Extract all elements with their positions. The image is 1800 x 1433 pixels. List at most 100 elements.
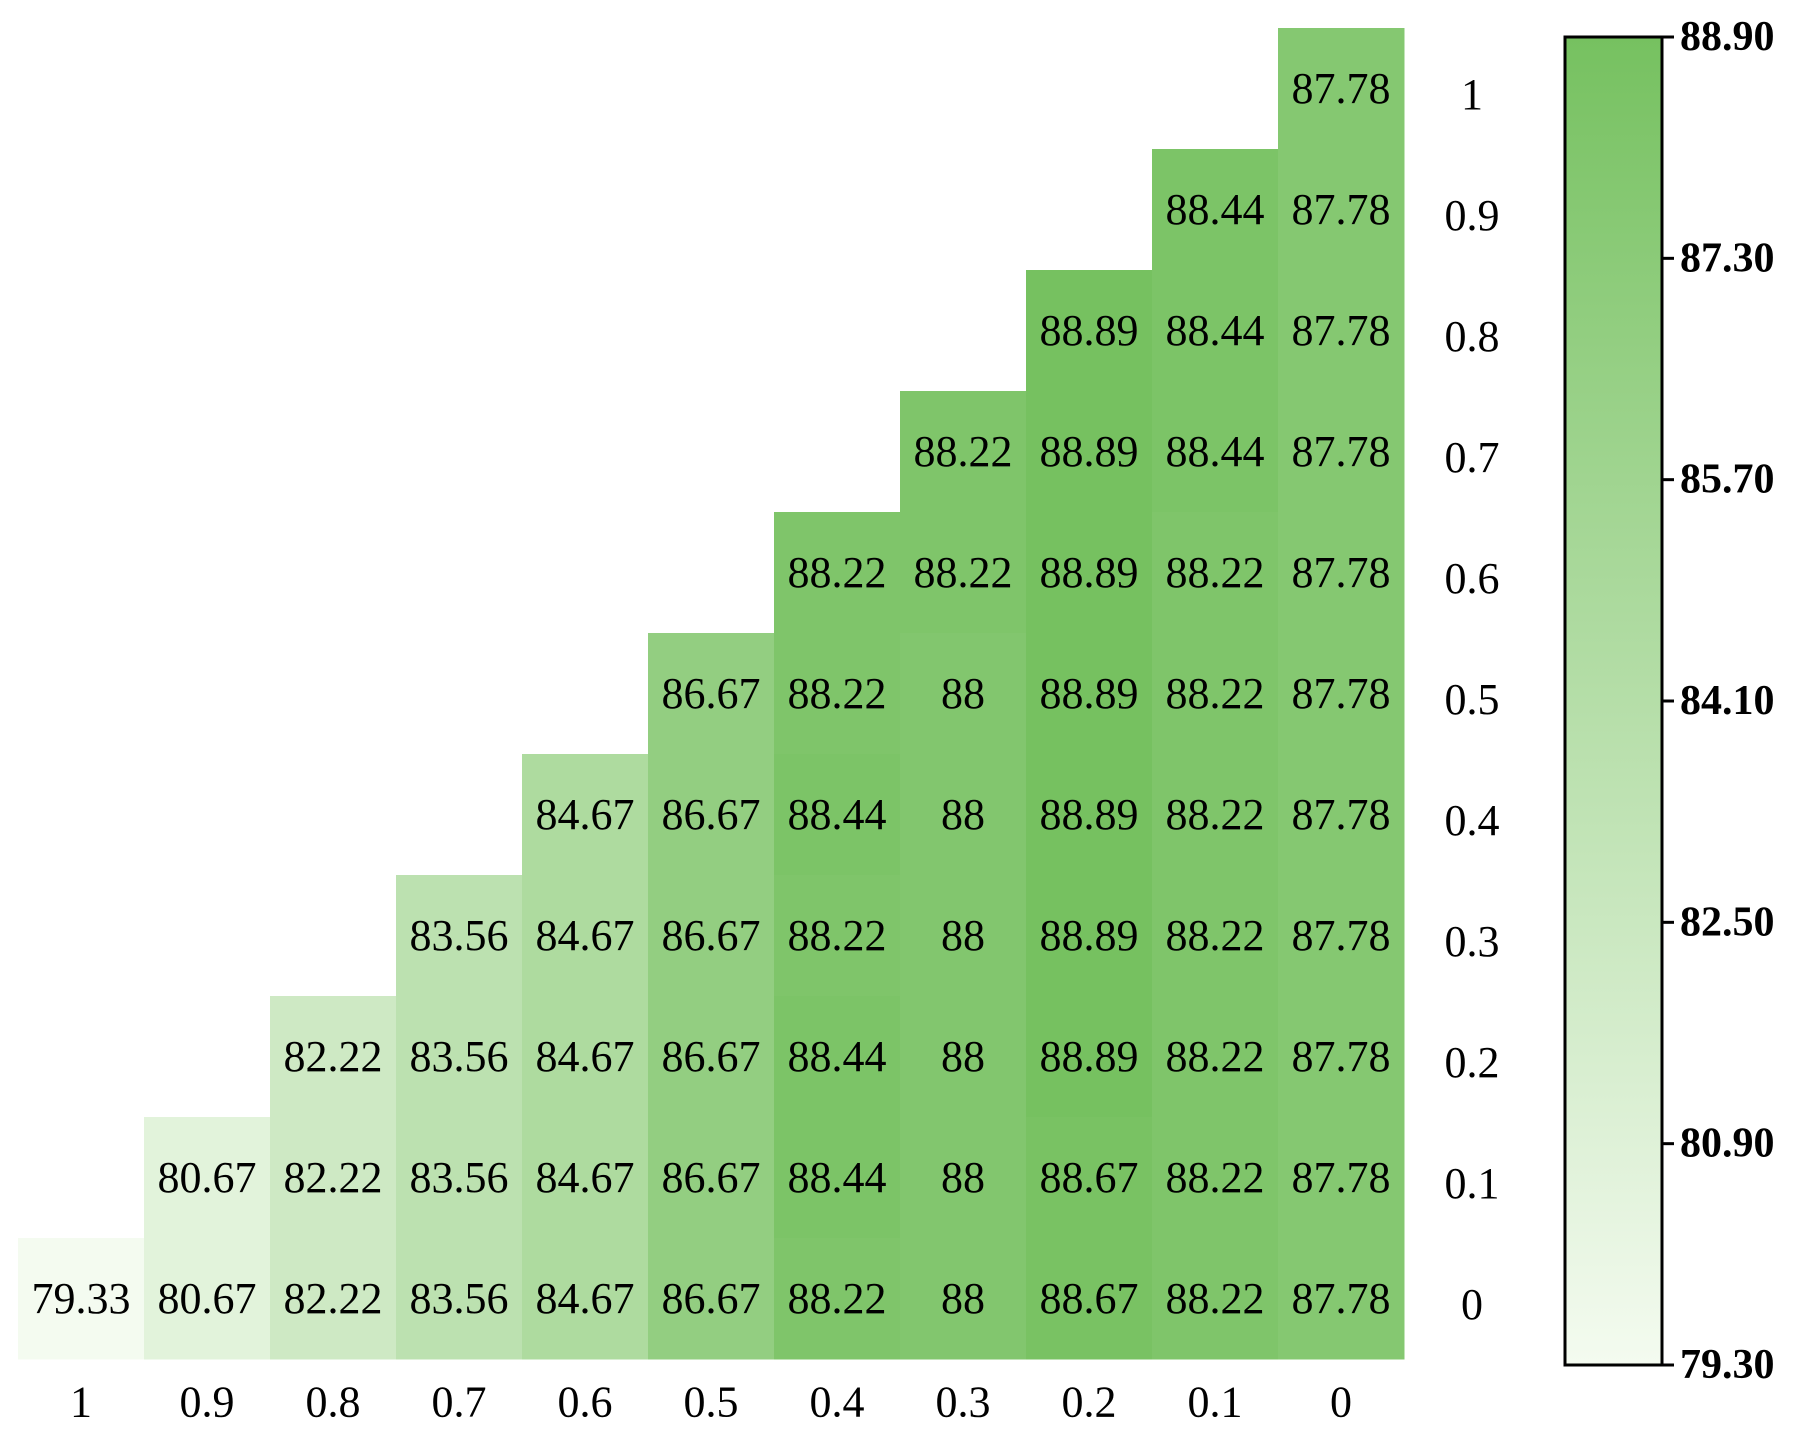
heatmap-cell-label: 88.22 (1166, 1153, 1265, 1202)
x-axis-tick-labels: 1 0.9 0.8 0.7 0.6 0.5 0.4 0.3 0.2 0.1 0 (70, 1378, 1352, 1427)
y-axis-tick-label: 0.5 (1445, 675, 1500, 724)
heatmap-cell-label: 88.89 (1040, 669, 1139, 718)
x-axis-tick-label: 0 (1330, 1378, 1352, 1427)
heatmap-cell-label: 88.22 (914, 548, 1013, 597)
heatmap-cell-label: 88.89 (1040, 1032, 1139, 1081)
y-axis-tick-label: 0.1 (1445, 1159, 1500, 1208)
heatmap-cell-label: 88 (941, 1274, 985, 1323)
heatmap-cell (774, 633, 901, 755)
heatmap-cell-label: 82.22 (284, 1032, 383, 1081)
y-axis-tick-labels: 1 0.9 0.8 0.7 0.6 0.5 0.4 0.3 0.2 0.1 0 (1445, 70, 1500, 1329)
heatmap-cell (1152, 1238, 1279, 1360)
heatmap-cell-label: 83.56 (410, 1032, 509, 1081)
heatmap-cell-label: 87.78 (1292, 790, 1391, 839)
heatmap-cell-label: 88.22 (914, 427, 1013, 476)
y-axis-tick-label: 0.8 (1445, 312, 1500, 361)
heatmap-cell-label: 84.67 (536, 1032, 635, 1081)
heatmap-cell (1152, 149, 1279, 271)
heatmap-cell (1026, 512, 1153, 634)
heatmap-cell (1278, 391, 1405, 513)
heatmap-cell (1026, 270, 1153, 392)
y-axis-tick-label: 0.4 (1445, 796, 1500, 845)
heatmap-cell (1152, 633, 1279, 755)
heatmap-cell (522, 754, 649, 876)
colorbar-gradient (1563, 35, 1664, 1367)
x-axis-tick-label: 0.8 (306, 1378, 361, 1427)
heatmap-cell-label: 88.44 (788, 1153, 887, 1202)
heatmap-cell-label: 86.67 (662, 669, 761, 718)
heatmap-cell (900, 512, 1027, 634)
y-axis-tick-label: 0.2 (1445, 1038, 1500, 1087)
heatmap-cell (522, 996, 649, 1118)
heatmap-cell-label: 88.89 (1040, 790, 1139, 839)
heatmap-cell (270, 996, 397, 1118)
y-axis-tick-label: 1 (1461, 70, 1483, 119)
heatmap-cell-label: 88.22 (1166, 548, 1265, 597)
heatmap-cell (144, 1117, 271, 1239)
heatmap-cell (1278, 996, 1405, 1118)
heatmap-cell-label: 88.67 (1040, 1153, 1139, 1202)
heatmap-cell-labels: 87.78 88.44 87.78 88.89 88.44 87.78 88.22 88.89… (32, 64, 1391, 1323)
heatmap-cell-label: 86.67 (662, 790, 761, 839)
heatmap-cells (18, 28, 1405, 1360)
heatmap-cell-label: 87.78 (1292, 64, 1391, 113)
heatmap-cell-label: 80.67 (158, 1274, 257, 1323)
heatmap-cell-label: 88 (941, 790, 985, 839)
heatmap-cell (900, 996, 1027, 1118)
x-axis-tick-label: 0.6 (558, 1378, 613, 1427)
heatmap-cell-label: 84.67 (536, 911, 635, 960)
heatmap-cell (1026, 633, 1153, 755)
heatmap-cell (774, 512, 901, 634)
heatmap-cell-label: 88.22 (1166, 669, 1265, 718)
y-axis-tick-label: 0 (1461, 1280, 1483, 1329)
heatmap-cell (1152, 391, 1279, 513)
heatmap-cell-label: 87.78 (1292, 669, 1391, 718)
heatmap-cell-label: 87.78 (1292, 185, 1391, 234)
heatmap-cell (774, 754, 901, 876)
heatmap-cell-label: 88.44 (1166, 306, 1265, 355)
heatmap-cell (1026, 875, 1153, 997)
heatmap-cell-label: 88.22 (1166, 1032, 1265, 1081)
heatmap-cell-label: 88.89 (1040, 306, 1139, 355)
heatmap-cell (18, 1238, 145, 1360)
heatmap-cell (1278, 1238, 1405, 1360)
heatmap-cell-label: 80.67 (158, 1153, 257, 1202)
heatmap-cell-label: 88.22 (1166, 1274, 1265, 1323)
heatmap-cell-label: 86.67 (662, 1032, 761, 1081)
heatmap-cell-label: 88.44 (1166, 427, 1265, 476)
heatmap-cell-label: 88 (941, 911, 985, 960)
heatmap-cell (900, 1238, 1027, 1360)
colorbar-tick-label: 82.50 (1680, 899, 1775, 945)
heatmap-cell-label: 83.56 (410, 1153, 509, 1202)
heatmap-cell (1278, 754, 1405, 876)
heatmap-cell (774, 1238, 901, 1360)
heatmap-cell-label: 86.67 (662, 1153, 761, 1202)
heatmap-cell (1026, 391, 1153, 513)
heatmap-cell-label: 88.44 (1166, 185, 1265, 234)
heatmap-cell (1026, 754, 1153, 876)
heatmap-cell-label: 88.22 (1166, 911, 1265, 960)
heatmap-cell (648, 1117, 775, 1239)
heatmap-cell (1026, 1238, 1153, 1360)
heatmap-cell (522, 875, 649, 997)
x-axis-tick-label: 0.3 (936, 1378, 991, 1427)
colorbar-tick-label: 87.30 (1680, 235, 1775, 281)
heatmap-cell-label: 88.44 (788, 1032, 887, 1081)
heatmap-cell (900, 875, 1027, 997)
heatmap-cell-label: 87.78 (1292, 1032, 1391, 1081)
heatmap-cell (1152, 754, 1279, 876)
x-axis-tick-label: 0.1 (1188, 1378, 1243, 1427)
heatmap-cell (648, 875, 775, 997)
heatmap-cell (396, 996, 523, 1118)
colorbar-tick-label: 80.90 (1680, 1121, 1775, 1167)
heatmap-cell-label: 88.44 (788, 790, 887, 839)
heatmap-cell-label: 86.67 (662, 911, 761, 960)
heatmap-cell (1278, 1117, 1405, 1239)
heatmap-cell-label: 82.22 (284, 1153, 383, 1202)
heatmap-cell-label: 88.89 (1040, 427, 1139, 476)
heatmap-cell-label: 88.22 (788, 1274, 887, 1323)
heatmap-cell (396, 875, 523, 997)
heatmap-cell-label: 87.78 (1292, 306, 1391, 355)
